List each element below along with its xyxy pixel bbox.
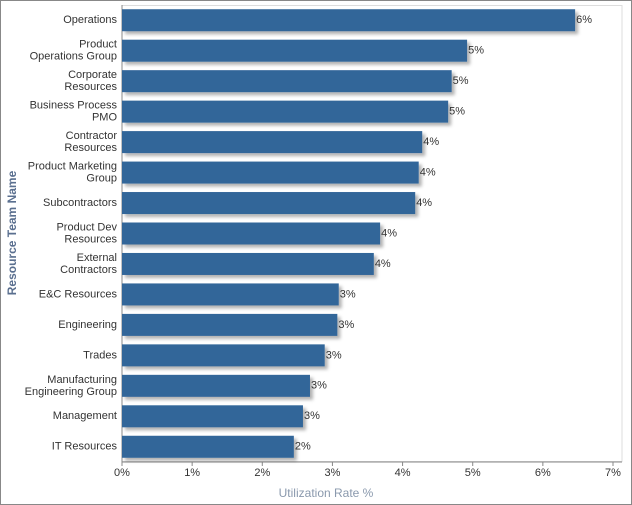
bar <box>122 9 576 32</box>
x-tick-label: 3% <box>324 467 340 479</box>
value-label: 5% <box>453 75 469 87</box>
x-tick-label: 4% <box>395 467 411 479</box>
value-label: 3% <box>304 410 320 422</box>
x-tick-label: 6% <box>535 467 551 479</box>
y-tick-label: External Contractors <box>60 252 117 276</box>
bar <box>122 405 303 428</box>
value-label: 4% <box>375 258 391 270</box>
y-axis-title: Resource Team Name <box>5 170 19 295</box>
y-tick-label: Product Operations Group <box>30 39 117 63</box>
x-tick-label: 2% <box>254 467 270 479</box>
x-tick-label: 7% <box>605 467 621 479</box>
y-tick-label: Corporate Resources <box>64 69 117 93</box>
value-label: 3% <box>340 288 356 300</box>
value-label: 4% <box>416 197 432 209</box>
bar <box>122 192 416 215</box>
y-tick-label: Management <box>53 410 117 422</box>
value-label: 3% <box>338 319 354 331</box>
x-tick-label: 1% <box>184 467 200 479</box>
bar <box>122 435 294 458</box>
value-label: 3% <box>311 380 327 392</box>
x-axis-title: Utilization Rate % <box>279 486 374 500</box>
y-tick-label: Product Dev Resources <box>56 221 117 245</box>
bar <box>122 313 338 336</box>
y-tick-label: Business Process PMO <box>30 100 118 124</box>
value-label: 5% <box>468 45 484 57</box>
value-label: 2% <box>295 441 311 453</box>
x-tick-label: 0% <box>114 467 130 479</box>
bar <box>122 374 310 397</box>
bar <box>122 39 468 62</box>
y-tick-label: Operations <box>63 14 117 26</box>
y-tick-label: Manufacturing Engineering Group <box>25 374 117 398</box>
y-tick-label: Product Marketing Group <box>28 160 117 184</box>
y-tick-label: Contractor Resources <box>64 130 117 154</box>
bar <box>122 283 339 306</box>
value-label: 6% <box>576 14 592 26</box>
x-tick-label: 5% <box>465 467 481 479</box>
bar <box>122 344 325 367</box>
value-label: 4% <box>423 136 439 148</box>
value-label: 4% <box>381 227 397 239</box>
y-tick-label: IT Resources <box>52 441 118 453</box>
bar <box>122 131 423 154</box>
bar <box>122 222 381 245</box>
value-label: 5% <box>449 106 465 118</box>
y-tick-label: Subcontractors <box>43 197 117 209</box>
bar <box>122 252 374 275</box>
value-label: 3% <box>326 349 342 361</box>
bar <box>122 100 449 123</box>
bar <box>122 161 419 184</box>
value-label: 4% <box>420 166 436 178</box>
bar <box>122 70 452 93</box>
y-tick-label: E&C Resources <box>39 288 118 300</box>
y-tick-label: Engineering <box>58 319 117 331</box>
y-tick-label: Trades <box>83 349 117 361</box>
